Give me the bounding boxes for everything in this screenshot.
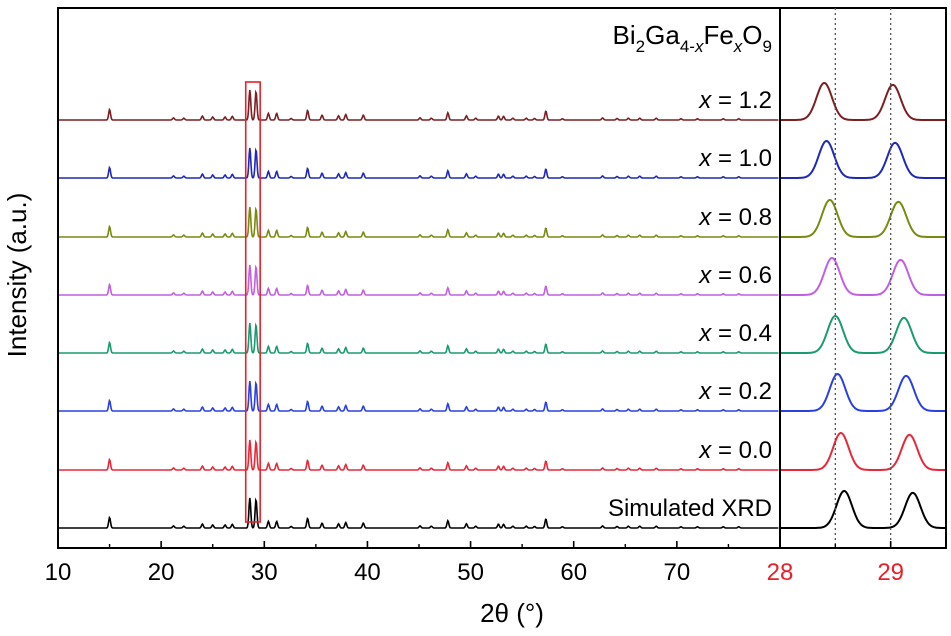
series-trace-inset-0 [781, 82, 945, 121]
main-plot-frame [57, 7, 781, 549]
main-xtick-label-4: 50 [457, 559, 484, 586]
chart-title: Bi2Ga4-xFexO9 [613, 20, 772, 56]
series-trace-main-6 [59, 439, 779, 471]
inset-xtick-label-1: 29 [877, 559, 904, 586]
series-label-1: x = 1.0 [698, 145, 772, 172]
inset-plot-frame [779, 7, 947, 549]
series-label-0: x = 1.2 [698, 87, 772, 114]
series-trace-main-4 [59, 322, 779, 354]
series-trace-main-1 [59, 147, 779, 179]
main-xtick-label-2: 30 [251, 559, 278, 586]
series-label-4: x = 0.4 [698, 320, 772, 347]
series-trace-inset-4 [781, 315, 945, 354]
main-xtick-label-5: 60 [560, 559, 587, 586]
series-trace-inset-6 [781, 432, 945, 471]
series-label-7: Simulated XRD [608, 495, 772, 522]
series-label-5: x = 0.2 [698, 378, 772, 405]
series-trace-main-0 [59, 89, 779, 121]
trace-group [59, 82, 945, 529]
series-trace-main-2 [59, 206, 779, 238]
x-axis-label: 2θ (°) [480, 598, 544, 628]
main-xtick-label-6: 70 [664, 559, 691, 586]
series-trace-main-5 [59, 380, 779, 412]
series-trace-inset-3 [781, 256, 945, 296]
series-trace-inset-7 [781, 490, 945, 529]
series-trace-main-7 [59, 497, 779, 529]
main-xtick-label-1: 20 [148, 559, 175, 586]
main-xtick-label-0: 10 [45, 559, 72, 586]
series-label-group: x = 1.2 x = 1.0 x = 0.8 x = 0.6 x = 0.4 x = 0… [608, 20, 772, 522]
series-label-2: x = 0.8 [698, 204, 772, 231]
series-trace-inset-1 [781, 139, 945, 179]
series-label-3: x = 0.6 [698, 262, 772, 289]
y-axis-label: Intensity (a.u.) [2, 193, 32, 358]
highlight-box [244, 81, 261, 523]
series-trace-inset-2 [781, 199, 945, 238]
series-label-6: x = 0.0 [698, 437, 772, 464]
series-trace-inset-5 [781, 372, 945, 412]
main-xtick-label-3: 40 [354, 559, 381, 586]
series-trace-main-3 [59, 264, 779, 296]
axes-group: 10 20 30 40 50 60 70 28 29 [45, 7, 947, 586]
inset-xtick-label-0: 28 [767, 559, 794, 586]
